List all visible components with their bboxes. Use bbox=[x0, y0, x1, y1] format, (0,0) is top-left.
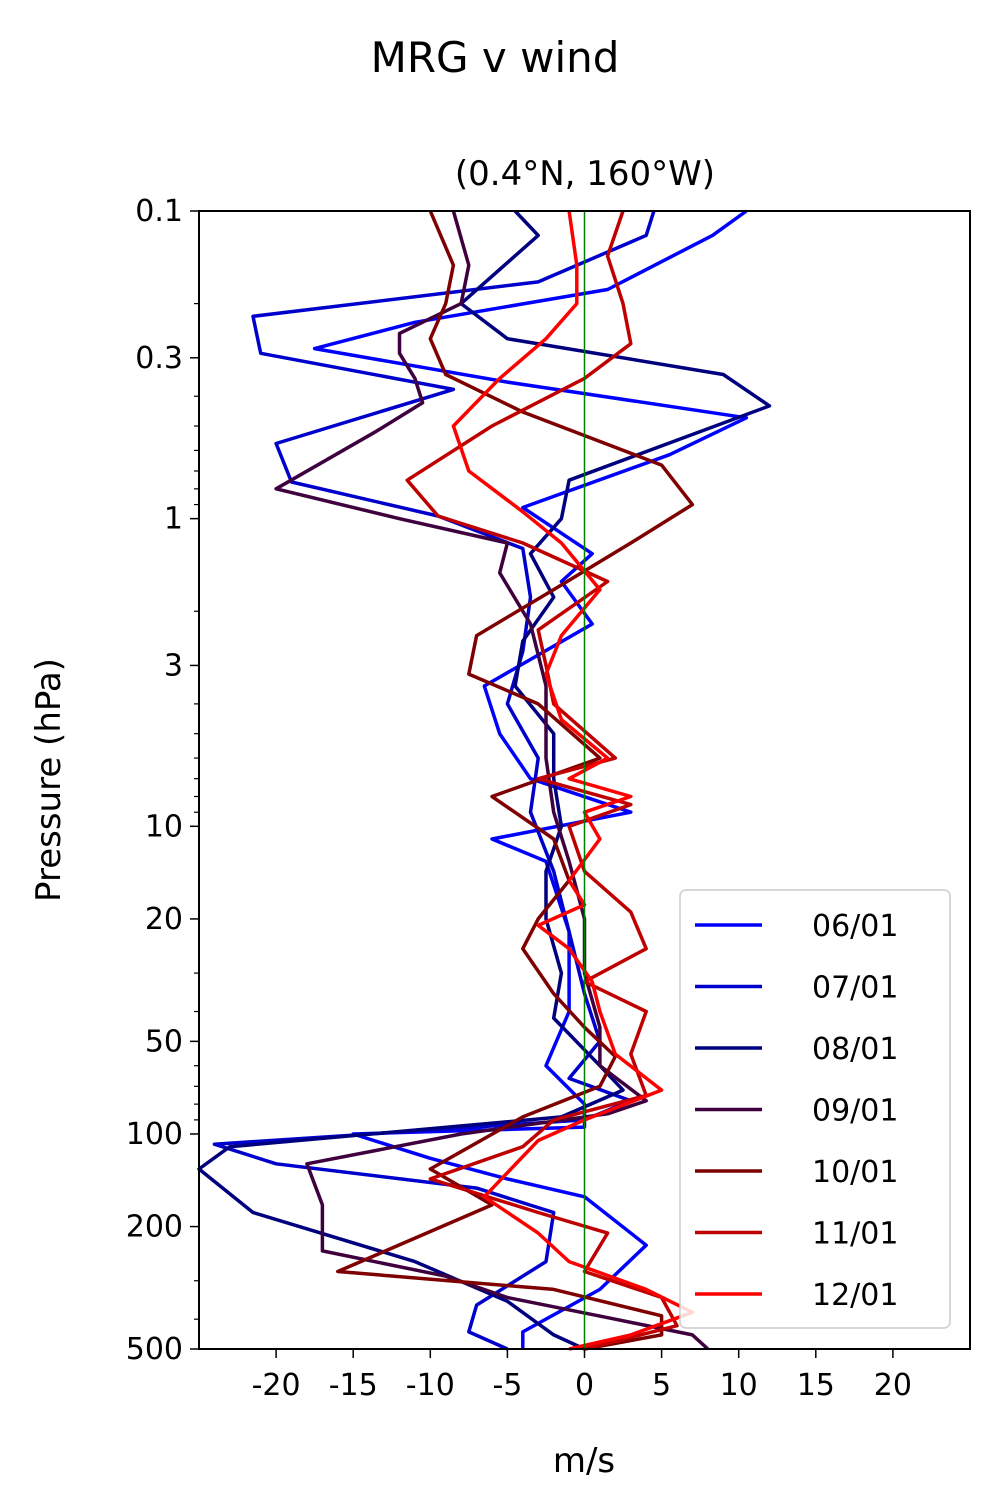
x-tick-label: -15 bbox=[329, 1368, 378, 1403]
x-axis: -20 -15 -10 -5 0 5 10 15 20 bbox=[252, 1349, 912, 1403]
plot-lines bbox=[197, 209, 772, 1351]
x-tick-label: 20 bbox=[874, 1368, 912, 1403]
y-tick-label: 0.3 bbox=[135, 341, 183, 376]
series-line-08-01 bbox=[197, 209, 772, 1351]
x-tick-label: -5 bbox=[492, 1368, 522, 1403]
x-tick-label: 10 bbox=[720, 1368, 758, 1403]
legend-entry-label: 06/01 bbox=[812, 909, 898, 944]
y-tick-label: 500 bbox=[126, 1332, 183, 1367]
legend-entry-label: 10/01 bbox=[812, 1155, 898, 1190]
legend-entry-label: 12/01 bbox=[812, 1278, 898, 1313]
y-tick-label: 200 bbox=[126, 1210, 183, 1245]
x-axis-label: m/s bbox=[553, 1441, 615, 1481]
series-line-09-01 bbox=[274, 210, 710, 1351]
x-tick-label: 5 bbox=[652, 1368, 671, 1403]
x-tick-label: 0 bbox=[575, 1368, 594, 1403]
y-tick-label: 50 bbox=[145, 1024, 183, 1059]
legend-entry-label: 07/01 bbox=[812, 971, 898, 1006]
series-line-06-01 bbox=[312, 209, 749, 1349]
chart-subtitle: (0.4°N, 160°W) bbox=[455, 154, 715, 194]
legend: 06/01 07/01 08/01 09/01 10/01 11/01 12/01 bbox=[679, 889, 951, 1329]
y-tick-label: 1 bbox=[164, 502, 183, 537]
legend-entry-label: 08/01 bbox=[812, 1032, 898, 1067]
y-axis-label: Pressure (hPa) bbox=[29, 658, 69, 902]
x-tick-label: -20 bbox=[252, 1368, 301, 1403]
y-axis: 0.1 0.3 1 3 10 20 50 100 200 500 bbox=[126, 194, 199, 1367]
chart-title: MRG v wind bbox=[371, 33, 620, 82]
legend-entry-label: 09/01 bbox=[812, 1094, 898, 1129]
y-tick-label: 0.1 bbox=[135, 194, 183, 229]
legend-box bbox=[679, 889, 951, 1329]
x-tick-label: -10 bbox=[406, 1368, 455, 1403]
y-tick-label: 100 bbox=[126, 1117, 183, 1152]
y-tick-label: 3 bbox=[164, 648, 183, 683]
legend-entry-label: 11/01 bbox=[812, 1217, 898, 1252]
y-tick-label: 20 bbox=[145, 902, 183, 937]
series-line-12-01 bbox=[451, 210, 695, 1351]
y-tick-label: 10 bbox=[145, 809, 183, 844]
series-line-11-01 bbox=[405, 210, 679, 1351]
x-tick-label: 15 bbox=[797, 1368, 835, 1403]
